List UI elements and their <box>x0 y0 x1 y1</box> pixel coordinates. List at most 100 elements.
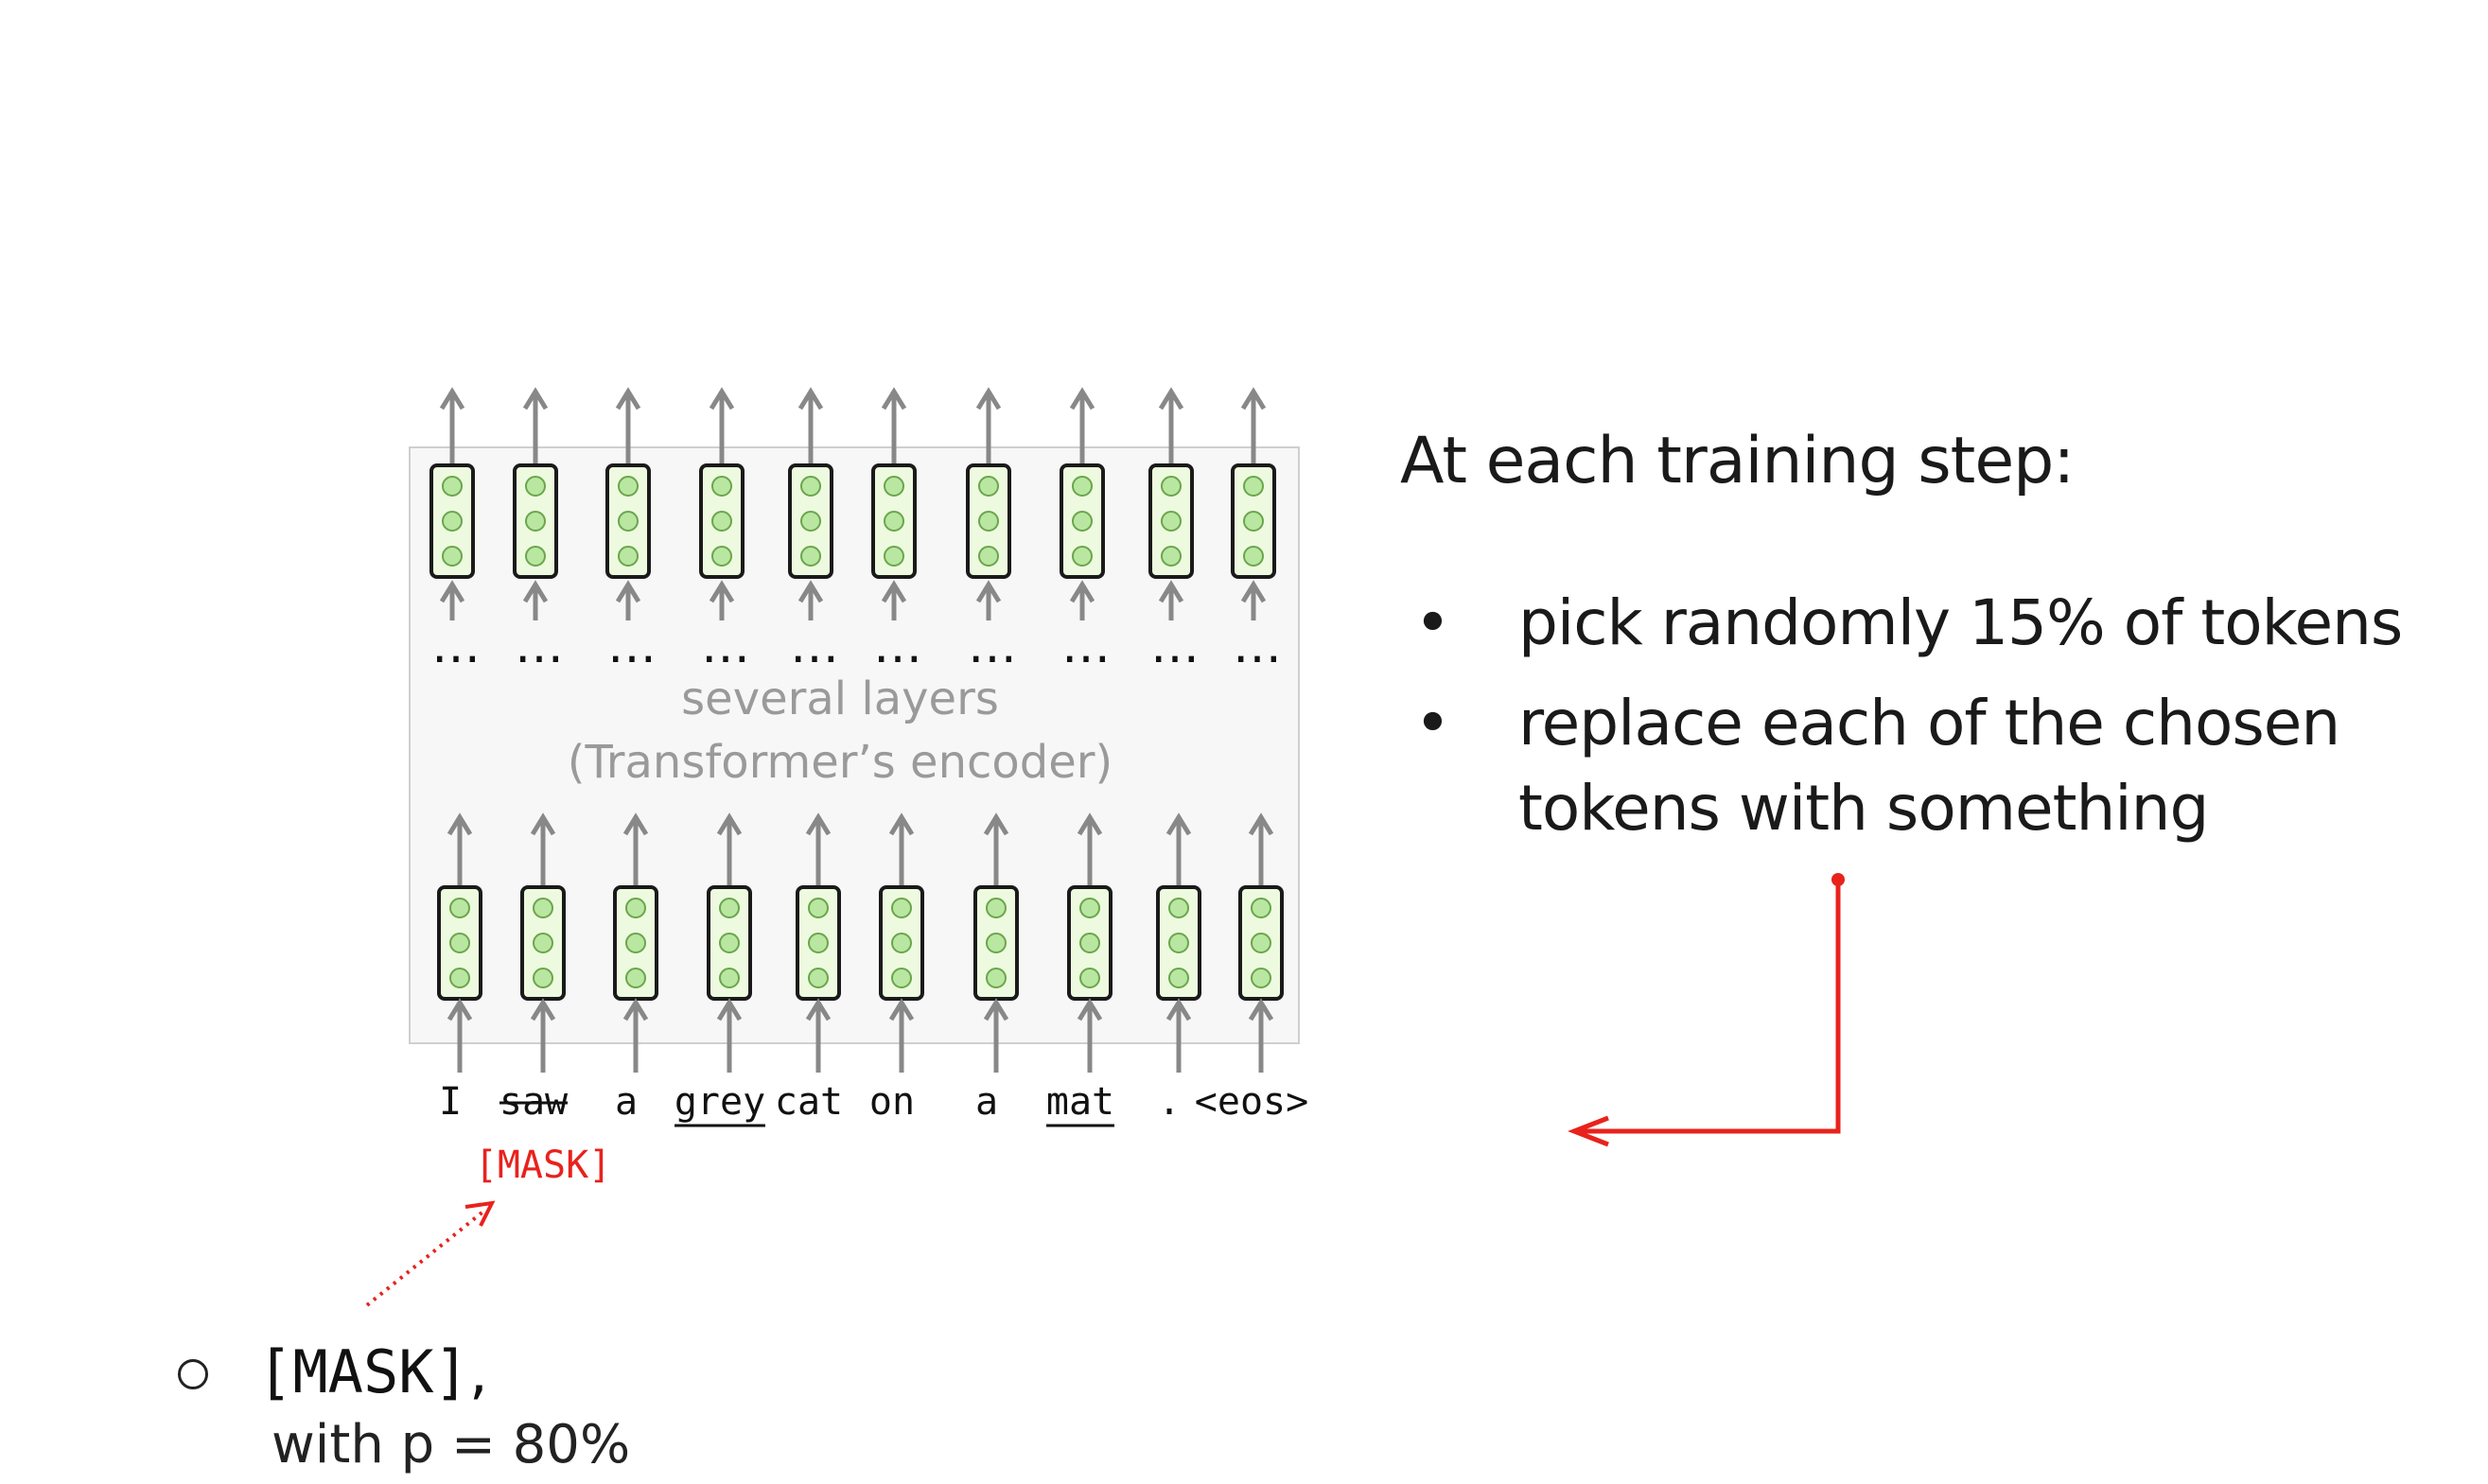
vector-unit-circle <box>442 546 463 567</box>
input-arrow-head <box>1248 998 1274 1021</box>
top-vector-cell <box>966 463 1011 579</box>
bottom-vector-cell <box>437 885 482 1001</box>
vector-unit-circle <box>711 511 732 532</box>
token-7: a <box>975 1080 998 1124</box>
output-arrow-head <box>881 387 907 410</box>
top-input-arrow-head <box>1240 580 1267 603</box>
ellipsis-dots: … <box>431 618 481 674</box>
bottom-vector-cell <box>973 885 1019 1001</box>
bottom-vector-cell <box>1067 885 1113 1001</box>
bottom-output-arrow-head <box>716 812 743 836</box>
top-input-arrow-head <box>615 580 641 603</box>
option-label: [MASK], <box>257 1337 488 1406</box>
token-1: I <box>439 1080 462 1124</box>
vector-unit-circle <box>449 933 470 953</box>
output-arrow-head <box>975 387 1002 410</box>
top-input-arrow-head <box>881 580 907 603</box>
vector-unit-circle <box>1168 898 1189 918</box>
bullet-dot: • <box>1414 586 1451 659</box>
ellipsis-dots: … <box>968 618 1017 674</box>
token-5: cat <box>775 1080 843 1124</box>
mask-replacement-label: [MASK] <box>475 1144 612 1187</box>
top-vector-cell <box>788 463 833 579</box>
output-arrow-head <box>1069 387 1095 410</box>
vector-unit-circle <box>978 476 999 497</box>
bottom-output-arrow-head <box>1248 812 1274 836</box>
vector-unit-circle <box>1079 968 1100 988</box>
token-8: mat <box>1046 1080 1114 1124</box>
vector-unit-circle <box>891 898 912 918</box>
input-arrow-head <box>716 998 743 1021</box>
vector-unit-circle <box>625 933 646 953</box>
vector-unit-circle <box>1243 476 1264 497</box>
bottom-vector-cell <box>707 885 752 1001</box>
vector-unit-circle <box>808 933 829 953</box>
vector-unit-circle <box>986 898 1007 918</box>
bottom-output-arrow-head <box>447 812 473 836</box>
ellipsis-dots: … <box>1061 618 1111 674</box>
encoder-label-line2: (Transformer’s encoder) <box>568 736 1113 789</box>
input-arrow-head <box>888 998 915 1021</box>
top-vector-cell <box>871 463 917 579</box>
bottom-vector-cell <box>1238 885 1284 1001</box>
bottom-output-arrow-head <box>983 812 1009 836</box>
vector-unit-circle <box>618 546 639 567</box>
vector-unit-circle <box>449 968 470 988</box>
top-vector-cell <box>1148 463 1194 579</box>
top-input-arrow-head <box>1158 580 1184 603</box>
vector-unit-circle <box>449 898 470 918</box>
vector-unit-circle <box>978 546 999 567</box>
ellipsis-dots: … <box>1233 618 1282 674</box>
mask-pointer-arrowhead <box>464 1200 496 1227</box>
vector-unit-circle <box>800 511 821 532</box>
vector-unit-circle <box>533 933 553 953</box>
vector-unit-circle <box>1168 933 1189 953</box>
vector-unit-circle <box>625 898 646 918</box>
bottom-output-arrow-head <box>1077 812 1103 836</box>
bullet-text-line-2: tokens with something <box>1518 772 2209 845</box>
output-arrow-head <box>1240 387 1267 410</box>
input-arrow-head <box>1077 998 1103 1021</box>
token-4: grey <box>675 1080 765 1124</box>
input-arrow-head <box>983 998 1009 1021</box>
vector-unit-circle <box>800 476 821 497</box>
vector-unit-circle <box>525 546 546 567</box>
ellipsis-dots: … <box>701 618 750 674</box>
output-arrow-head <box>1158 387 1184 410</box>
input-arrow-head <box>1165 998 1192 1021</box>
output-arrow-head <box>709 387 735 410</box>
vector-unit-circle <box>800 546 821 567</box>
vector-unit-circle <box>1079 898 1100 918</box>
token-columns: …I…saw[MASK]…a…grey…cat…on…a…mat….…<eos> <box>429 387 1308 1187</box>
vector-unit-circle <box>719 933 740 953</box>
token-10: <eos> <box>1195 1080 1308 1124</box>
bottom-vector-cell <box>613 885 658 1001</box>
top-input-arrow-head <box>1069 580 1095 603</box>
vector-unit-circle <box>1072 546 1093 567</box>
bullet-dot: • <box>1414 687 1451 759</box>
option-probability: with p = 80% <box>272 1414 631 1475</box>
token-6: on <box>869 1080 915 1124</box>
vector-unit-circle <box>1243 546 1264 567</box>
input-arrow-head <box>447 998 473 1021</box>
top-vector-cell <box>1231 463 1276 579</box>
vector-unit-circle <box>442 511 463 532</box>
input-arrow-head <box>805 998 832 1021</box>
top-input-arrow-head <box>797 580 824 603</box>
ellipsis-dots: … <box>607 618 657 674</box>
bullet-text-line-1: replace each of the chosen <box>1518 687 2340 759</box>
vector-unit-circle <box>884 511 904 532</box>
ellipsis-dots: … <box>790 618 839 674</box>
vector-unit-circle <box>525 476 546 497</box>
vector-unit-circle <box>891 968 912 988</box>
vector-unit-circle <box>618 511 639 532</box>
vector-unit-circle <box>711 476 732 497</box>
top-input-arrow-head <box>709 580 735 603</box>
top-input-arrow-head <box>522 580 549 603</box>
vector-unit-circle <box>1161 476 1182 497</box>
mask-pointer-arrow <box>365 1209 486 1307</box>
top-vector-cell <box>513 463 558 579</box>
vector-unit-circle <box>1072 511 1093 532</box>
bottom-output-arrow-head <box>1165 812 1192 836</box>
